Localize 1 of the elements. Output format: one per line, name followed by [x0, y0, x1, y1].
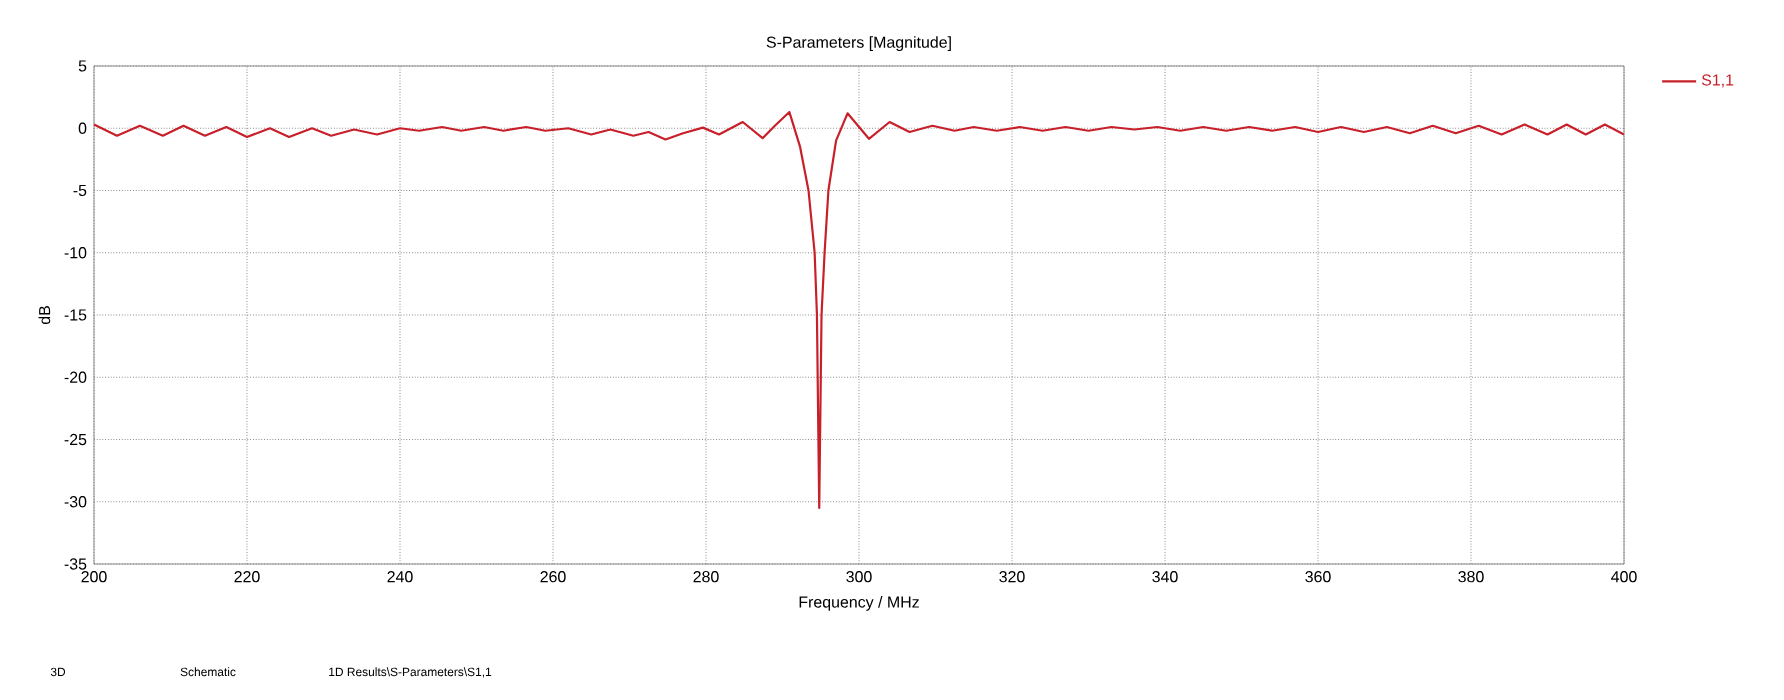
line-series: [94, 110, 1625, 510]
